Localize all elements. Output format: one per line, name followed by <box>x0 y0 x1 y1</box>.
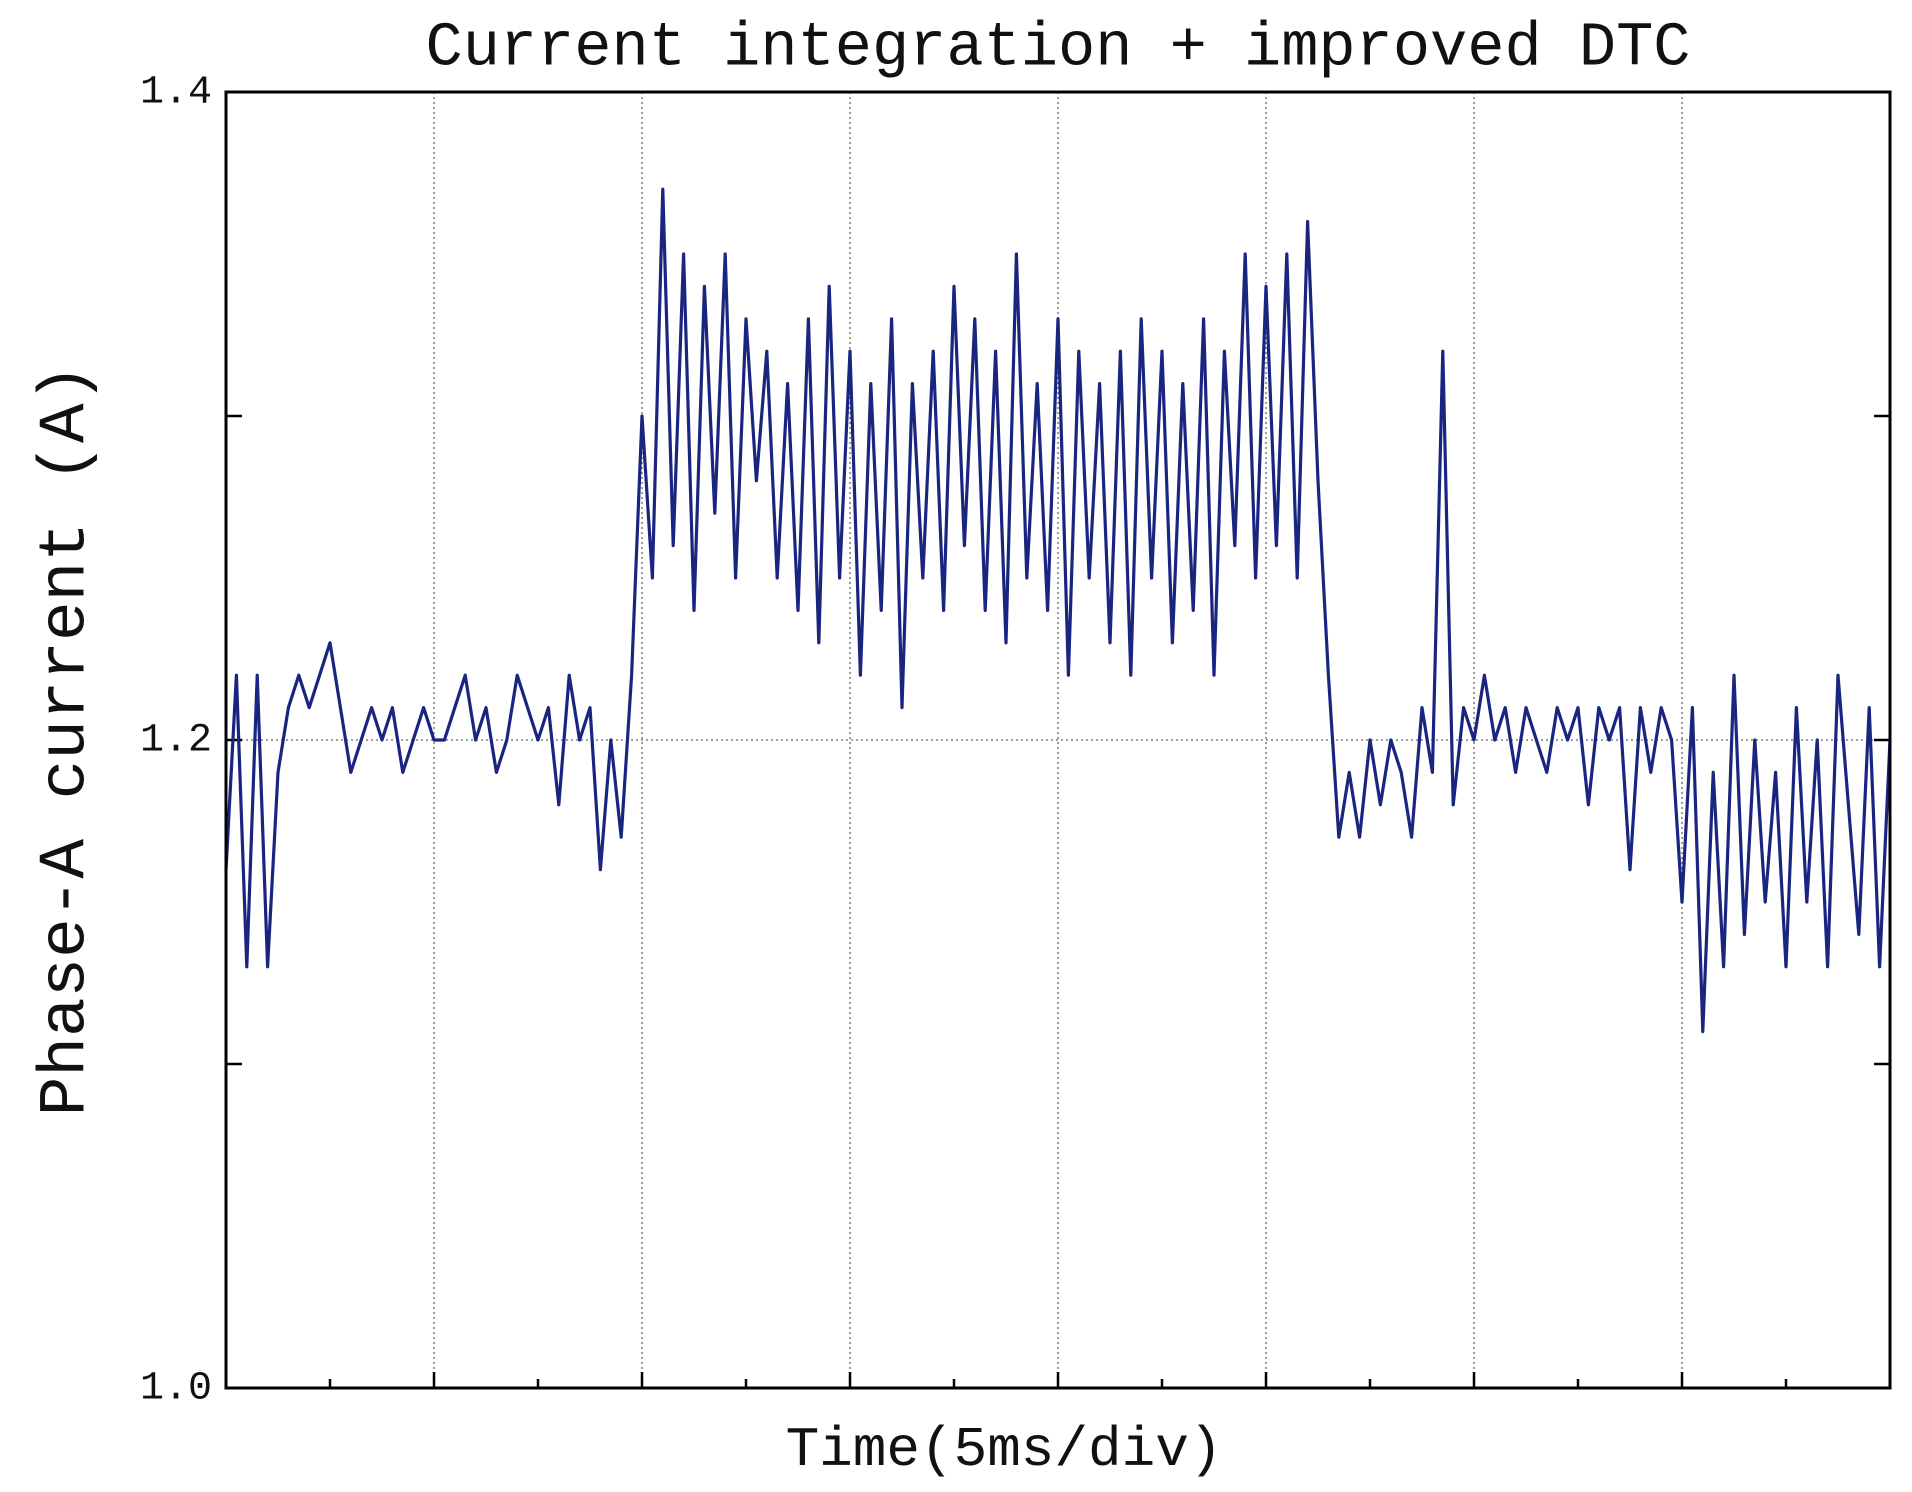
y-tick-label: 1.4 <box>140 71 212 116</box>
chart-title: Current integration + improved DTC <box>425 12 1690 83</box>
plot-frame <box>224 90 1892 1390</box>
data-line <box>224 187 1892 1034</box>
y-axis-label: Phase-A current (A) <box>28 364 103 1117</box>
x-axis-label: Time(5ms/div) <box>786 1418 1223 1482</box>
y-tick-label: 1.0 <box>140 1367 212 1412</box>
y-tick-label: 1.2 <box>140 719 212 764</box>
